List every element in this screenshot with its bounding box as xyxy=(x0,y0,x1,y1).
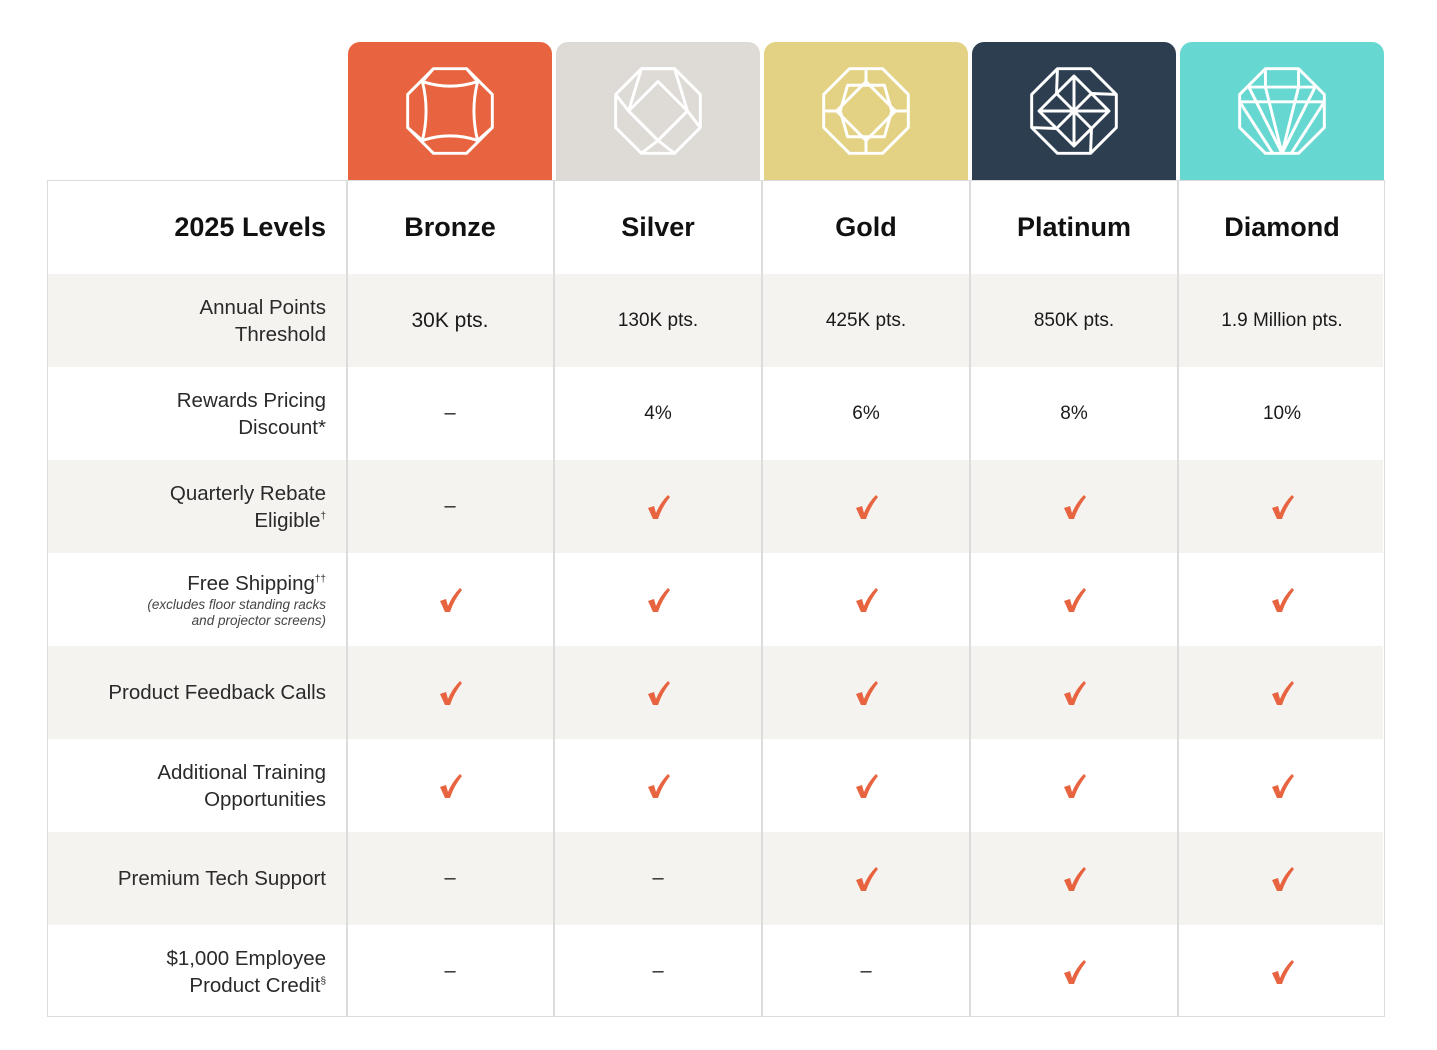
footnote-mark: § xyxy=(320,975,326,987)
cell-value: 850K pts. xyxy=(1033,309,1115,331)
cell-value: 425K pts. xyxy=(825,309,907,331)
column-divider xyxy=(346,181,348,1016)
table-row: Quarterly Rebate Eligible† – xyxy=(48,460,1383,553)
check-icon xyxy=(972,832,1176,925)
check-icon xyxy=(1180,832,1384,925)
row-label: Premium Tech Support xyxy=(48,832,326,925)
column-divider xyxy=(1177,181,1179,1016)
row-label-line: Additional Training xyxy=(157,760,326,784)
table-row: Rewards Pricing Discount* – 4% 6% 8% 10% xyxy=(48,367,1383,460)
check-icon xyxy=(1180,739,1384,832)
cell-value: 6% xyxy=(852,402,880,424)
dash-value: – xyxy=(652,867,664,889)
bronze-tab xyxy=(348,42,552,180)
check-icon xyxy=(972,646,1176,739)
row-label: $1,000 Employee Product Credit§ xyxy=(48,925,326,1018)
cell-value: 4% xyxy=(644,402,672,424)
check-icon xyxy=(556,460,760,553)
diamond-tab xyxy=(1180,42,1384,180)
check-icon xyxy=(556,739,760,832)
row-sublabel: and projector screens) xyxy=(191,613,326,628)
cell-value: 130K pts. xyxy=(617,309,699,331)
check-icon xyxy=(764,553,968,646)
diamond-gem-icon xyxy=(1238,67,1326,155)
row-label: Quarterly Rebate Eligible† xyxy=(48,460,326,553)
table-row: Premium Tech Support – – xyxy=(48,832,1383,925)
check-icon xyxy=(972,739,1176,832)
level-name-silver: Silver xyxy=(621,212,695,242)
table-row: Product Feedback Calls xyxy=(48,646,1383,739)
footnote-mark: †† xyxy=(314,574,326,586)
gold-tab xyxy=(764,42,968,180)
row-label-line: Product Feedback Calls xyxy=(108,681,326,704)
check-icon xyxy=(1180,925,1384,1018)
check-icon xyxy=(972,460,1176,553)
footnote-mark: † xyxy=(320,510,326,522)
cell-value: 10% xyxy=(1262,402,1302,424)
cell-value: 8% xyxy=(1060,402,1088,424)
row-label: Additional Training Opportunities xyxy=(48,739,326,832)
check-icon xyxy=(764,646,968,739)
row-label: Product Feedback Calls xyxy=(48,646,326,739)
cell-value: – xyxy=(444,402,456,424)
dash-value: – xyxy=(444,960,456,982)
check-icon xyxy=(556,646,760,739)
column-divider xyxy=(969,181,971,1016)
row-label-line: Free Shipping†† xyxy=(187,572,326,595)
column-divider xyxy=(553,181,555,1016)
level-name-bronze: Bronze xyxy=(404,212,496,242)
dash-value: – xyxy=(652,960,664,982)
check-icon xyxy=(348,646,552,739)
level-name-gold: Gold xyxy=(835,212,897,242)
row-label-line: Annual Points xyxy=(199,295,326,319)
row-label-line: $1,000 Employee xyxy=(166,946,326,970)
table-row: $1,000 Employee Product Credit§ – – – xyxy=(48,925,1383,1018)
row-label-line: Opportunities xyxy=(204,787,326,811)
table-row: Annual Points Threshold 30K pts. 130K pt… xyxy=(48,274,1383,367)
check-icon xyxy=(764,739,968,832)
row-sublabel: (excludes floor standing racks xyxy=(147,597,326,612)
row-label: Annual Points Threshold xyxy=(48,274,326,367)
bronze-gem-icon xyxy=(406,67,494,155)
dash-value: – xyxy=(444,495,456,517)
row-label-line: Quarterly Rebate xyxy=(169,481,326,505)
levels-table: 2025 Levels Bronze Silver Gold Platinum … xyxy=(47,180,1385,1017)
table-title: 2025 Levels xyxy=(174,212,326,242)
row-label: Free Shipping†† (excludes floor standing… xyxy=(48,553,326,646)
row-label-line: Threshold xyxy=(234,322,326,346)
row-label-line: Premium Tech Support xyxy=(117,867,326,890)
platinum-gem-icon xyxy=(1030,67,1118,155)
table-row: Free Shipping†† (excludes floor standing… xyxy=(48,553,1383,646)
header-row: 2025 Levels Bronze Silver Gold Platinum … xyxy=(48,181,1383,274)
dash-value: – xyxy=(444,867,456,889)
column-divider xyxy=(761,181,763,1016)
row-label-line: Discount* xyxy=(238,415,326,439)
gold-gem-icon xyxy=(822,67,910,155)
check-icon xyxy=(348,739,552,832)
check-icon xyxy=(1180,646,1384,739)
check-icon xyxy=(1180,460,1384,553)
row-label: Rewards Pricing Discount* xyxy=(48,367,326,460)
row-label-line: Rewards Pricing xyxy=(176,388,326,412)
cell-value: 1.9 Million pts. xyxy=(1221,309,1343,331)
check-icon xyxy=(972,553,1176,646)
check-icon xyxy=(972,925,1176,1018)
row-label-line: Product Credit§ xyxy=(189,973,326,997)
silver-tab xyxy=(556,42,760,180)
check-icon xyxy=(764,460,968,553)
table-row: Additional Training Opportunities xyxy=(48,739,1383,832)
check-icon xyxy=(764,832,968,925)
level-name-diamond: Diamond xyxy=(1224,212,1340,242)
row-label-line: Eligible† xyxy=(254,508,326,532)
platinum-tab xyxy=(972,42,1176,180)
silver-gem-icon xyxy=(614,67,702,155)
check-icon xyxy=(556,553,760,646)
check-icon xyxy=(348,553,552,646)
dash-value: – xyxy=(860,960,872,982)
cell-value: 30K pts. xyxy=(411,308,489,332)
check-icon xyxy=(1180,553,1384,646)
level-name-platinum: Platinum xyxy=(1016,212,1131,242)
